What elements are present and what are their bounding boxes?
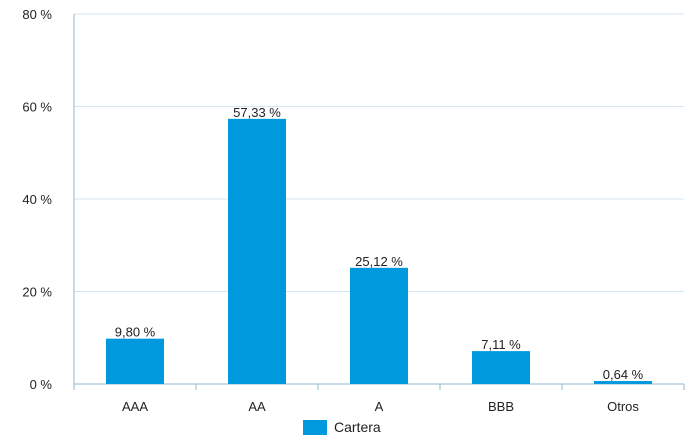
bar-a (350, 267, 408, 384)
legend-swatch (303, 420, 327, 435)
y-axis-ticks: 0 % 20 % 40 % 60 % 80 % (22, 7, 52, 392)
data-label: 57,33 % (233, 105, 281, 120)
bars (106, 118, 652, 384)
data-label: 0,64 % (603, 367, 644, 382)
bar-aaa (106, 338, 164, 384)
data-label: 25,12 % (355, 254, 403, 269)
x-tick-label: AAA (122, 399, 148, 414)
legend-label: Cartera (334, 419, 381, 435)
data-label: 7,11 % (481, 337, 521, 352)
bar-bbb (472, 351, 530, 384)
y-tick-label: 60 % (22, 100, 52, 115)
y-tick-label: 40 % (22, 192, 52, 207)
bar-aa (228, 118, 286, 384)
grid-lines (74, 13, 684, 292)
legend: Cartera (303, 419, 381, 435)
y-tick-label: 80 % (22, 7, 52, 22)
x-tick-label: AA (248, 399, 266, 414)
x-tick-label: A (375, 399, 384, 414)
x-tick-label: BBB (488, 399, 514, 414)
data-label: 9,80 % (115, 325, 156, 340)
x-axis-categories: AAA AA A BBB Otros (122, 399, 639, 414)
x-tick-label: Otros (607, 399, 639, 414)
y-tick-label: 0 % (30, 377, 53, 392)
bar-otros (594, 381, 652, 384)
data-labels: 9,80 % 57,33 % 25,12 % 7,11 % 0,64 % (115, 105, 644, 382)
y-tick-label: 20 % (22, 285, 52, 300)
